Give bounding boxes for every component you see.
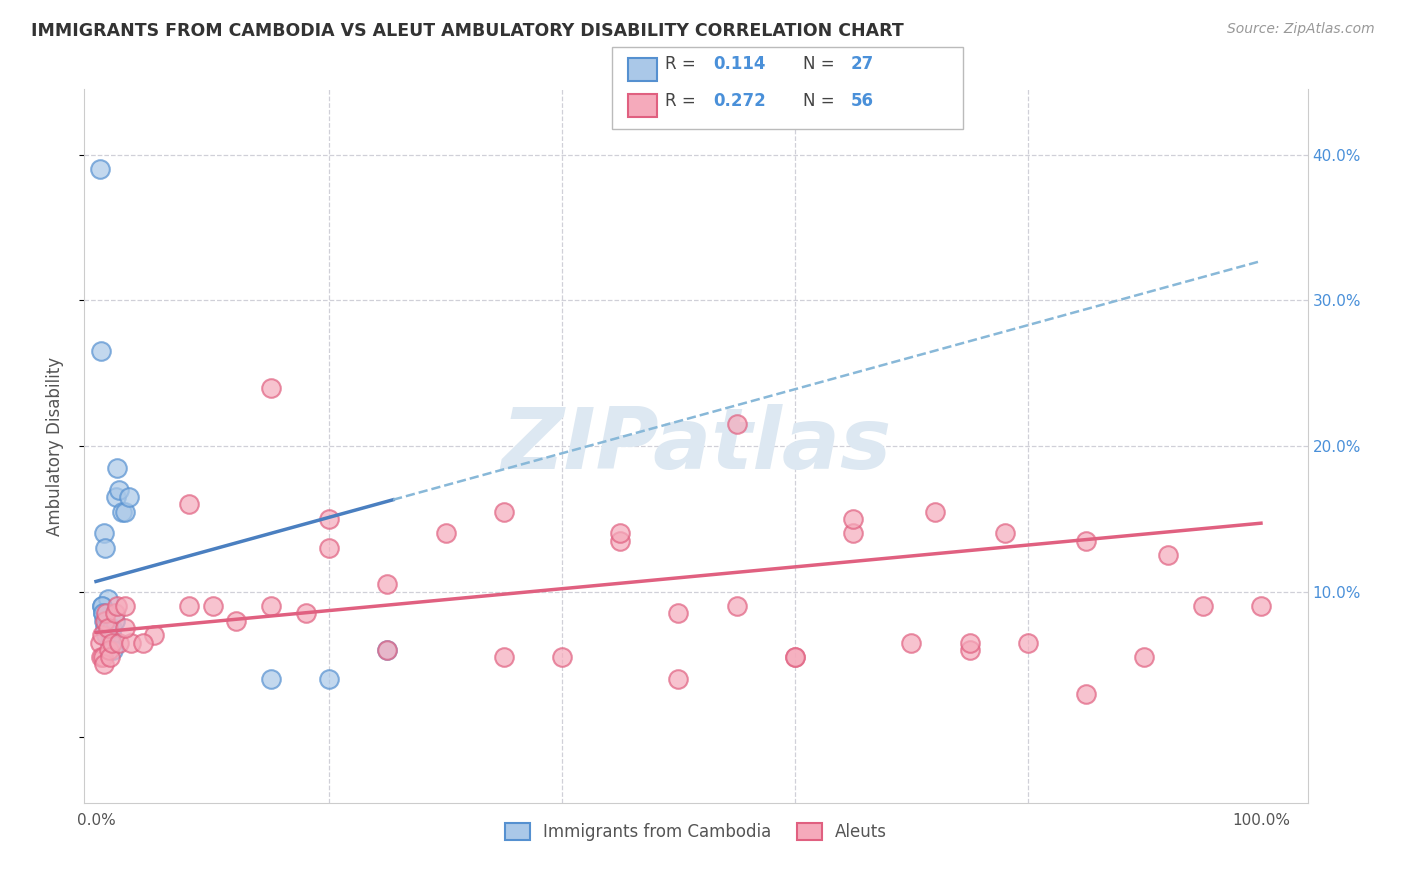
Text: 27: 27: [851, 55, 875, 73]
Point: [101, 635, 124, 649]
Point: [117, 490, 139, 504]
Point: [1133, 650, 1156, 665]
Point: [93, 614, 115, 628]
Text: ZIPatlas: ZIPatlas: [501, 404, 891, 488]
Point: [94, 621, 117, 635]
Point: [318, 672, 340, 686]
Point: [108, 635, 131, 649]
Point: [103, 643, 125, 657]
Point: [114, 599, 136, 614]
Point: [90, 599, 112, 614]
Point: [114, 621, 136, 635]
Point: [783, 650, 806, 665]
Point: [1157, 548, 1180, 562]
Point: [492, 650, 515, 665]
Point: [318, 512, 340, 526]
Point: [114, 504, 136, 518]
Point: [260, 672, 283, 686]
Point: [783, 650, 806, 665]
Point: [201, 599, 224, 614]
Point: [1076, 687, 1098, 701]
Text: N =: N =: [803, 92, 834, 110]
Point: [294, 607, 316, 621]
Point: [260, 599, 283, 614]
Point: [96, 628, 118, 642]
Point: [551, 650, 574, 665]
Text: 0.272: 0.272: [713, 92, 766, 110]
Text: N =: N =: [803, 55, 834, 73]
Point: [375, 577, 398, 591]
Point: [100, 628, 122, 642]
Point: [93, 657, 115, 672]
Point: [96, 607, 118, 621]
Point: [104, 607, 127, 621]
Point: [89, 635, 111, 649]
Legend: Immigrants from Cambodia, Aleuts: Immigrants from Cambodia, Aleuts: [498, 816, 894, 848]
Point: [90, 628, 112, 642]
Y-axis label: Ambulatory Disability: Ambulatory Disability: [45, 357, 63, 535]
Text: 56: 56: [851, 92, 873, 110]
Point: [97, 621, 120, 635]
Point: [94, 541, 117, 555]
Point: [97, 621, 120, 635]
Point: [318, 541, 340, 555]
Point: [131, 635, 153, 649]
Point: [90, 650, 112, 665]
Point: [143, 628, 166, 642]
Point: [105, 460, 128, 475]
Text: R =: R =: [665, 92, 696, 110]
Point: [90, 344, 112, 359]
Point: [108, 483, 131, 497]
Point: [492, 504, 515, 518]
Point: [90, 599, 112, 614]
Point: [105, 599, 128, 614]
Point: [179, 599, 201, 614]
Point: [924, 504, 946, 518]
Point: [89, 162, 111, 177]
Point: [120, 635, 142, 649]
Point: [842, 512, 865, 526]
Point: [179, 497, 201, 511]
Point: [900, 635, 922, 649]
Point: [1250, 599, 1272, 614]
Point: [225, 614, 247, 628]
Point: [434, 526, 457, 541]
Point: [97, 643, 120, 657]
Text: R =: R =: [665, 55, 696, 73]
Point: [1017, 635, 1039, 649]
Point: [725, 599, 748, 614]
Point: [842, 526, 865, 541]
Point: [375, 643, 398, 657]
Point: [260, 381, 283, 395]
Point: [91, 650, 114, 665]
Point: [98, 635, 121, 649]
Point: [668, 672, 690, 686]
Point: [94, 614, 117, 628]
Point: [111, 504, 134, 518]
Point: [994, 526, 1017, 541]
Point: [609, 533, 631, 548]
Point: [668, 607, 690, 621]
Point: [959, 643, 981, 657]
Point: [609, 526, 631, 541]
Point: [97, 591, 120, 606]
Point: [98, 650, 121, 665]
Point: [91, 607, 114, 621]
Point: [1076, 533, 1098, 548]
Point: [104, 490, 127, 504]
Text: 0.114: 0.114: [713, 55, 765, 73]
Text: IMMIGRANTS FROM CAMBODIA VS ALEUT AMBULATORY DISABILITY CORRELATION CHART: IMMIGRANTS FROM CAMBODIA VS ALEUT AMBULA…: [31, 22, 904, 40]
Point: [101, 621, 124, 635]
Point: [959, 635, 981, 649]
Point: [93, 526, 115, 541]
Point: [91, 607, 114, 621]
Point: [725, 417, 748, 432]
Point: [375, 643, 398, 657]
Text: Source: ZipAtlas.com: Source: ZipAtlas.com: [1227, 22, 1375, 37]
Point: [104, 614, 127, 628]
Point: [1191, 599, 1213, 614]
